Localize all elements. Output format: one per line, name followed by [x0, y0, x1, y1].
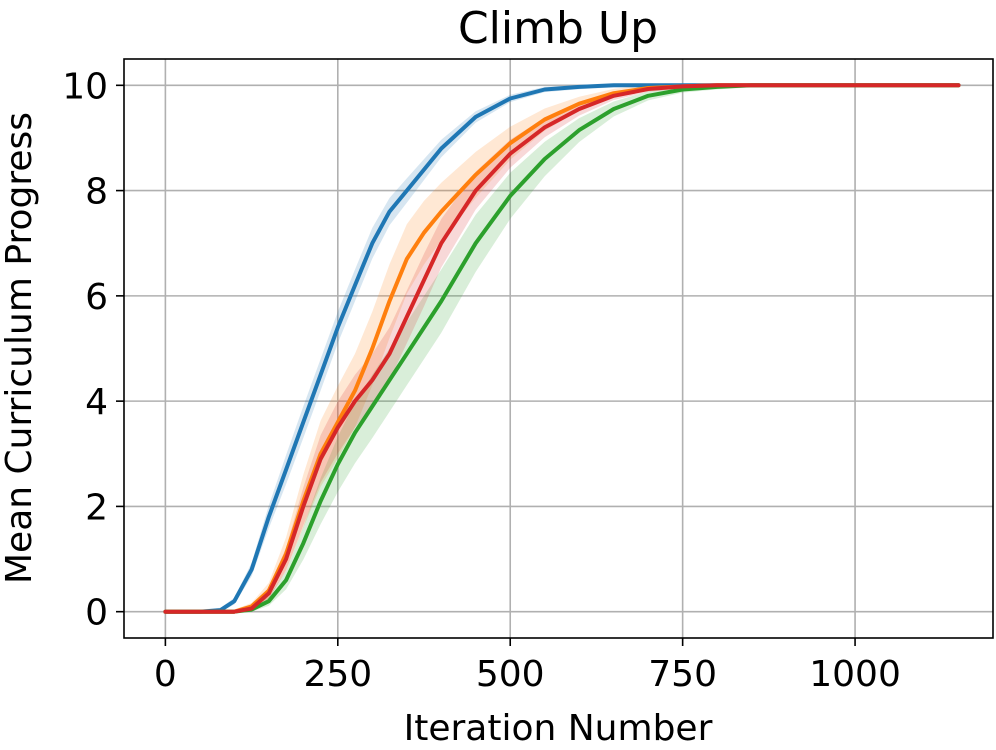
chart-title: Climb Up: [458, 3, 658, 54]
y-axis-label: Mean Curriculum Progress: [0, 112, 40, 584]
series-3-band: [165, 85, 959, 612]
x-tick-label: 0: [154, 654, 177, 695]
series-2-band: [165, 85, 959, 612]
y-tick-label: 6: [85, 277, 108, 318]
series-1-band: [165, 85, 959, 612]
plot-frame: [123, 58, 994, 639]
series-1-line: [163, 83, 961, 614]
y-tick-label: 8: [85, 172, 108, 213]
series-lines: [163, 83, 961, 614]
confidence-bands: [165, 85, 959, 612]
series-3-line: [163, 83, 961, 614]
y-tick-label: 2: [85, 487, 108, 528]
y-tick-label: 0: [85, 593, 108, 634]
x-tick-label: 500: [476, 654, 545, 695]
series-2-line: [163, 83, 961, 614]
series-0-line: [163, 83, 961, 614]
x-tick-label: 250: [303, 654, 372, 695]
x-tick-label: 1000: [809, 654, 901, 695]
series-0-band: [165, 85, 959, 612]
x-axis-label: Iteration Number: [404, 708, 713, 749]
ticks: 0 250 500 750 1000 0 2 4 6 8 10: [62, 66, 901, 695]
y-tick-label: 4: [85, 382, 108, 423]
x-tick-label: 750: [648, 654, 717, 695]
y-tick-label: 10: [62, 66, 108, 107]
